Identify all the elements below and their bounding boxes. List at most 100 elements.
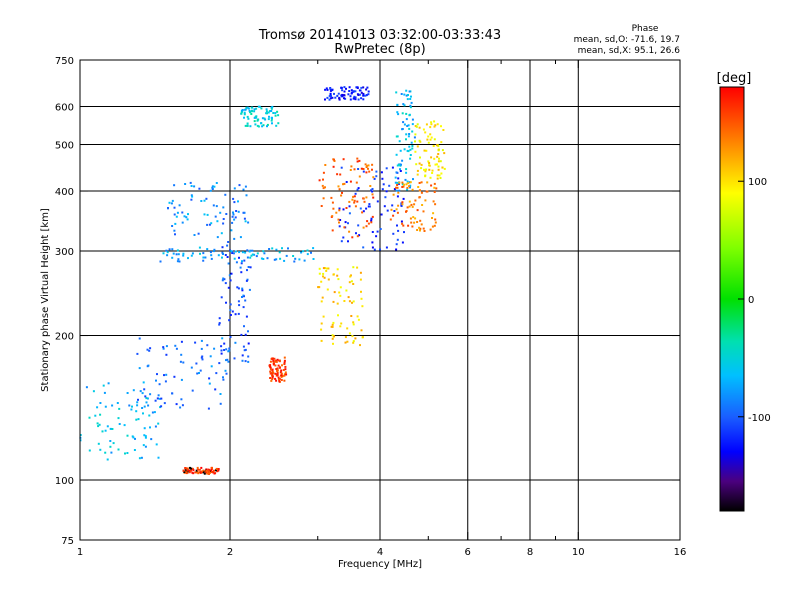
data-point	[412, 216, 415, 219]
data-point	[224, 254, 227, 256]
data-point	[358, 175, 361, 178]
data-point	[229, 279, 232, 282]
data-point	[347, 93, 350, 96]
data-point	[261, 117, 264, 120]
data-point	[219, 211, 222, 214]
data-point	[433, 138, 436, 141]
data-point	[201, 355, 204, 358]
data-point	[159, 260, 162, 263]
data-point	[436, 155, 439, 158]
data-point	[222, 206, 225, 209]
data-point	[175, 215, 178, 218]
data-point	[393, 188, 396, 191]
data-point	[277, 122, 280, 125]
data-point	[167, 207, 169, 210]
data-point	[104, 429, 107, 432]
data-point	[322, 187, 325, 190]
data-point	[367, 222, 370, 225]
data-point	[339, 294, 342, 297]
data-point	[436, 174, 439, 177]
data-point	[324, 88, 327, 91]
data-point	[418, 226, 421, 229]
data-point	[233, 357, 236, 360]
data-point	[276, 373, 279, 376]
data-point	[174, 222, 177, 225]
data-point	[398, 163, 401, 166]
data-point	[283, 259, 286, 262]
data-point	[211, 186, 214, 189]
data-point	[88, 416, 91, 419]
data-point	[140, 456, 143, 459]
data-point	[215, 182, 218, 184]
data-point	[274, 112, 277, 115]
data-point	[412, 178, 414, 181]
data-point	[400, 93, 403, 95]
data-point	[337, 218, 340, 221]
data-point	[354, 90, 357, 93]
chart-title-line2: RwPretec (8p)	[334, 42, 425, 57]
data-point	[244, 220, 247, 223]
data-point	[416, 169, 419, 172]
data-point	[244, 348, 247, 351]
data-point	[253, 110, 256, 113]
data-point	[339, 219, 342, 221]
data-point	[408, 200, 411, 203]
data-point	[430, 123, 433, 126]
data-point	[324, 186, 326, 189]
data-point	[355, 232, 357, 235]
data-point	[436, 177, 439, 180]
data-point	[410, 141, 413, 144]
data-point	[433, 125, 436, 128]
data-point	[340, 322, 343, 325]
data-point	[262, 258, 265, 260]
data-point	[222, 218, 225, 220]
data-point	[359, 271, 362, 274]
data-point	[330, 325, 333, 328]
data-point	[245, 279, 248, 282]
data-point	[283, 374, 286, 377]
data-point	[225, 372, 228, 375]
data-point	[165, 249, 168, 252]
data-point	[381, 177, 384, 180]
data-point	[398, 140, 401, 143]
data-point	[381, 188, 384, 191]
y-tick-label: 500	[55, 141, 74, 152]
data-point	[360, 329, 363, 332]
data-point	[365, 196, 368, 199]
data-point	[360, 91, 363, 94]
data-point	[270, 107, 273, 110]
data-point	[337, 278, 340, 281]
data-point	[179, 360, 182, 363]
data-point	[199, 369, 202, 372]
data-point	[433, 224, 436, 227]
data-point	[180, 398, 183, 401]
data-point	[173, 206, 176, 209]
data-point	[227, 350, 230, 353]
data-point	[175, 253, 178, 256]
data-point	[380, 171, 383, 174]
data-point	[158, 383, 161, 386]
data-point	[342, 94, 345, 97]
data-point	[194, 471, 197, 474]
data-point	[408, 133, 411, 135]
data-point	[425, 149, 428, 152]
data-point	[275, 379, 278, 382]
data-point	[171, 225, 174, 227]
data-point	[213, 347, 216, 350]
data-point	[392, 214, 395, 217]
data-point	[410, 95, 412, 98]
y-tick-label: 75	[61, 536, 74, 547]
data-point	[270, 119, 273, 122]
data-point	[255, 255, 258, 258]
data-point	[436, 123, 439, 126]
data-point	[145, 401, 148, 404]
data-point	[324, 98, 326, 101]
data-point	[356, 188, 359, 191]
data-point	[162, 252, 165, 255]
data-point	[250, 254, 253, 257]
data-point	[357, 187, 360, 190]
data-point	[332, 342, 334, 345]
y-tick-label: 750	[55, 56, 74, 67]
x-axis-label: Frequency [MHz]	[338, 559, 422, 570]
data-point	[365, 225, 368, 228]
